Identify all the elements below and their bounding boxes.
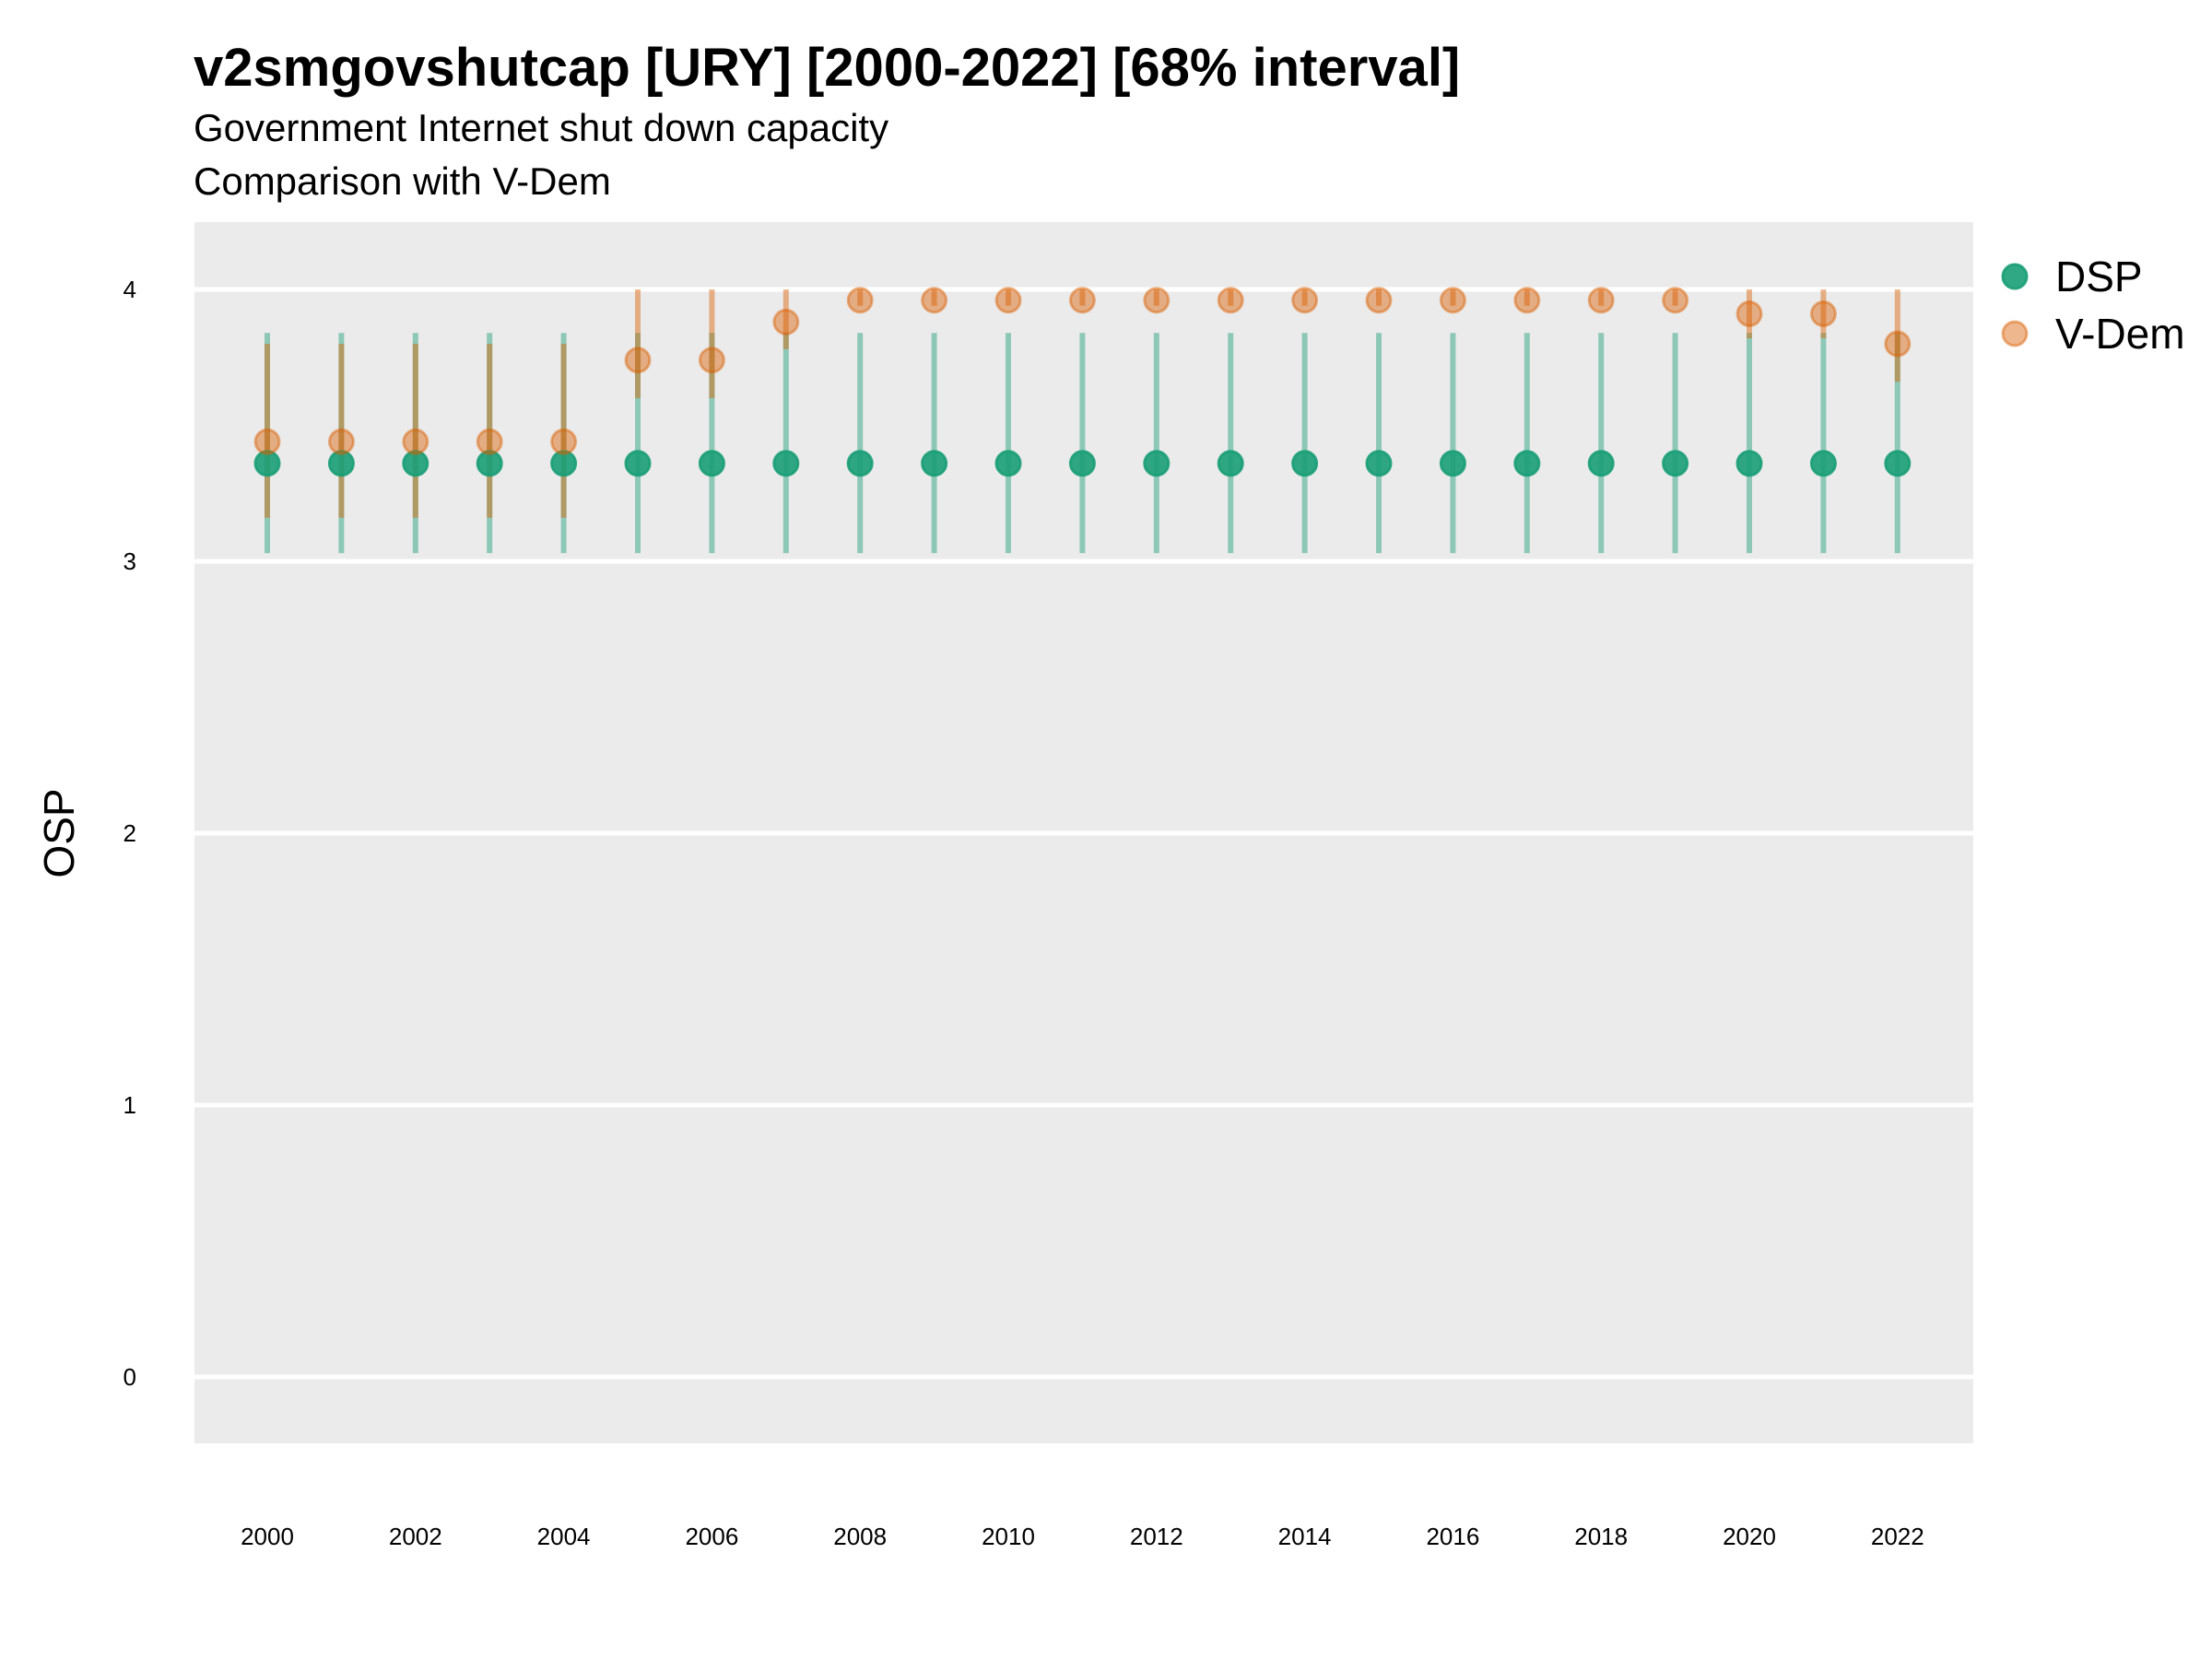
data-point — [1291, 287, 1319, 314]
data-point — [846, 287, 874, 314]
data-point — [921, 287, 948, 314]
data-point — [1809, 300, 1837, 328]
data-point — [1735, 450, 1763, 477]
x-tick-label: 2002 — [389, 1523, 442, 1550]
x-tick-label: 2004 — [537, 1523, 591, 1550]
x-tick-label: 2018 — [1574, 1523, 1628, 1550]
data-point — [1068, 450, 1096, 477]
data-point — [1513, 450, 1541, 477]
data-point — [1143, 287, 1171, 314]
y-axis-ticks: 0 1 2 3 4 — [124, 276, 136, 1391]
chart-subtitle: Government Internet shut down capacity — [194, 106, 889, 149]
data-point — [1291, 450, 1319, 477]
legend-label: DSP — [2055, 253, 2143, 300]
x-axis-ticks: 2000 2002 2004 2006 2008 2010 2012 2014 2016 2018… — [241, 1523, 1924, 1550]
x-tick-label: 2010 — [982, 1523, 1035, 1550]
chart-title: v2smgovshutcap [URY] [2000-2022] [68% in… — [194, 38, 1461, 98]
data-point — [1217, 287, 1244, 314]
data-point — [624, 450, 652, 477]
x-tick-label: 2000 — [241, 1523, 294, 1550]
x-tick-label: 2012 — [1130, 1523, 1183, 1550]
data-point — [1439, 287, 1466, 314]
data-point — [476, 450, 503, 477]
data-point — [476, 428, 503, 455]
data-point — [624, 347, 652, 374]
y-tick-label: 1 — [124, 1091, 136, 1119]
legend-key — [2001, 320, 2029, 347]
data-point — [698, 450, 725, 477]
legend: DSP V-Dem — [2001, 253, 2185, 358]
data-point — [550, 428, 578, 455]
data-point — [994, 450, 1022, 477]
data-point — [1439, 450, 1466, 477]
data-point — [1587, 450, 1615, 477]
x-tick-label: 2020 — [1723, 1523, 1776, 1550]
y-tick-label: 3 — [124, 547, 136, 575]
data-point — [402, 428, 429, 455]
interval-bars — [265, 289, 1900, 554]
data-point — [698, 347, 725, 374]
grid-lines — [194, 287, 1973, 1380]
data-point — [1365, 450, 1393, 477]
data-point — [1884, 450, 1912, 477]
data-point — [253, 428, 281, 455]
y-axis-label: OSP — [35, 788, 83, 877]
y-tick-label: 2 — [124, 819, 136, 847]
data-point — [1513, 287, 1541, 314]
x-tick-label: 2016 — [1426, 1523, 1479, 1550]
data-point — [1884, 330, 1912, 358]
data-points — [253, 287, 1912, 477]
data-point — [1735, 300, 1763, 328]
data-point — [402, 450, 429, 477]
data-point — [253, 450, 281, 477]
data-point — [994, 287, 1022, 314]
data-point — [1587, 287, 1615, 314]
y-tick-label: 0 — [124, 1363, 136, 1391]
data-point — [1662, 450, 1689, 477]
data-point — [550, 450, 578, 477]
x-tick-label: 2014 — [1278, 1523, 1332, 1550]
data-point — [1662, 287, 1689, 314]
x-tick-label: 2008 — [833, 1523, 887, 1550]
data-point — [1068, 287, 1096, 314]
data-point — [846, 450, 874, 477]
legend-label: V-Dem — [2055, 310, 2185, 358]
data-point — [1217, 450, 1244, 477]
legend-key — [2001, 263, 2029, 290]
data-point — [327, 428, 355, 455]
chart-caption: Comparison with V-Dem — [194, 159, 611, 203]
x-tick-label: 2006 — [685, 1523, 738, 1550]
data-point — [327, 450, 355, 477]
data-point — [772, 450, 800, 477]
data-point — [1143, 450, 1171, 477]
x-tick-label: 2022 — [1871, 1523, 1924, 1550]
data-point — [1365, 287, 1393, 314]
data-point — [1809, 450, 1837, 477]
y-tick-label: 4 — [124, 276, 136, 303]
data-point — [921, 450, 948, 477]
data-point — [772, 308, 800, 335]
